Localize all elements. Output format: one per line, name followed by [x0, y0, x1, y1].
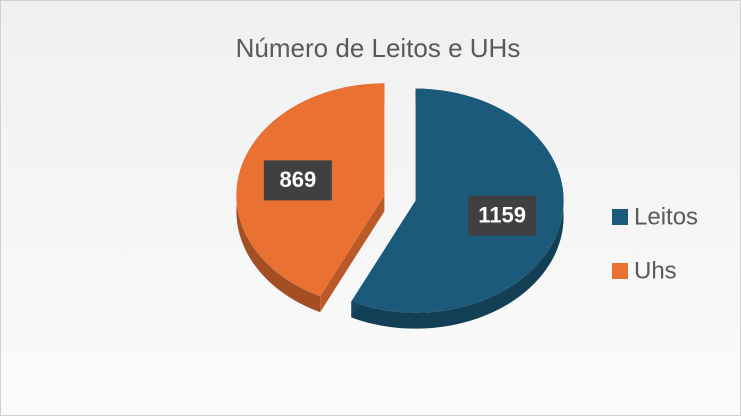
- data-label-box: [263, 160, 332, 201]
- chart-title: Número de Leitos e UHs: [236, 33, 521, 63]
- data-label: 1159: [478, 202, 526, 227]
- legend-swatch: [612, 209, 628, 225]
- data-label-box: [468, 195, 537, 236]
- slice-side: [320, 83, 385, 313]
- data-label: 869: [279, 167, 316, 192]
- legend-swatch: [612, 263, 628, 279]
- pie-slice: [351, 88, 564, 313]
- legend-label: Leitos: [634, 203, 698, 230]
- legend-label: Uhs: [634, 257, 677, 284]
